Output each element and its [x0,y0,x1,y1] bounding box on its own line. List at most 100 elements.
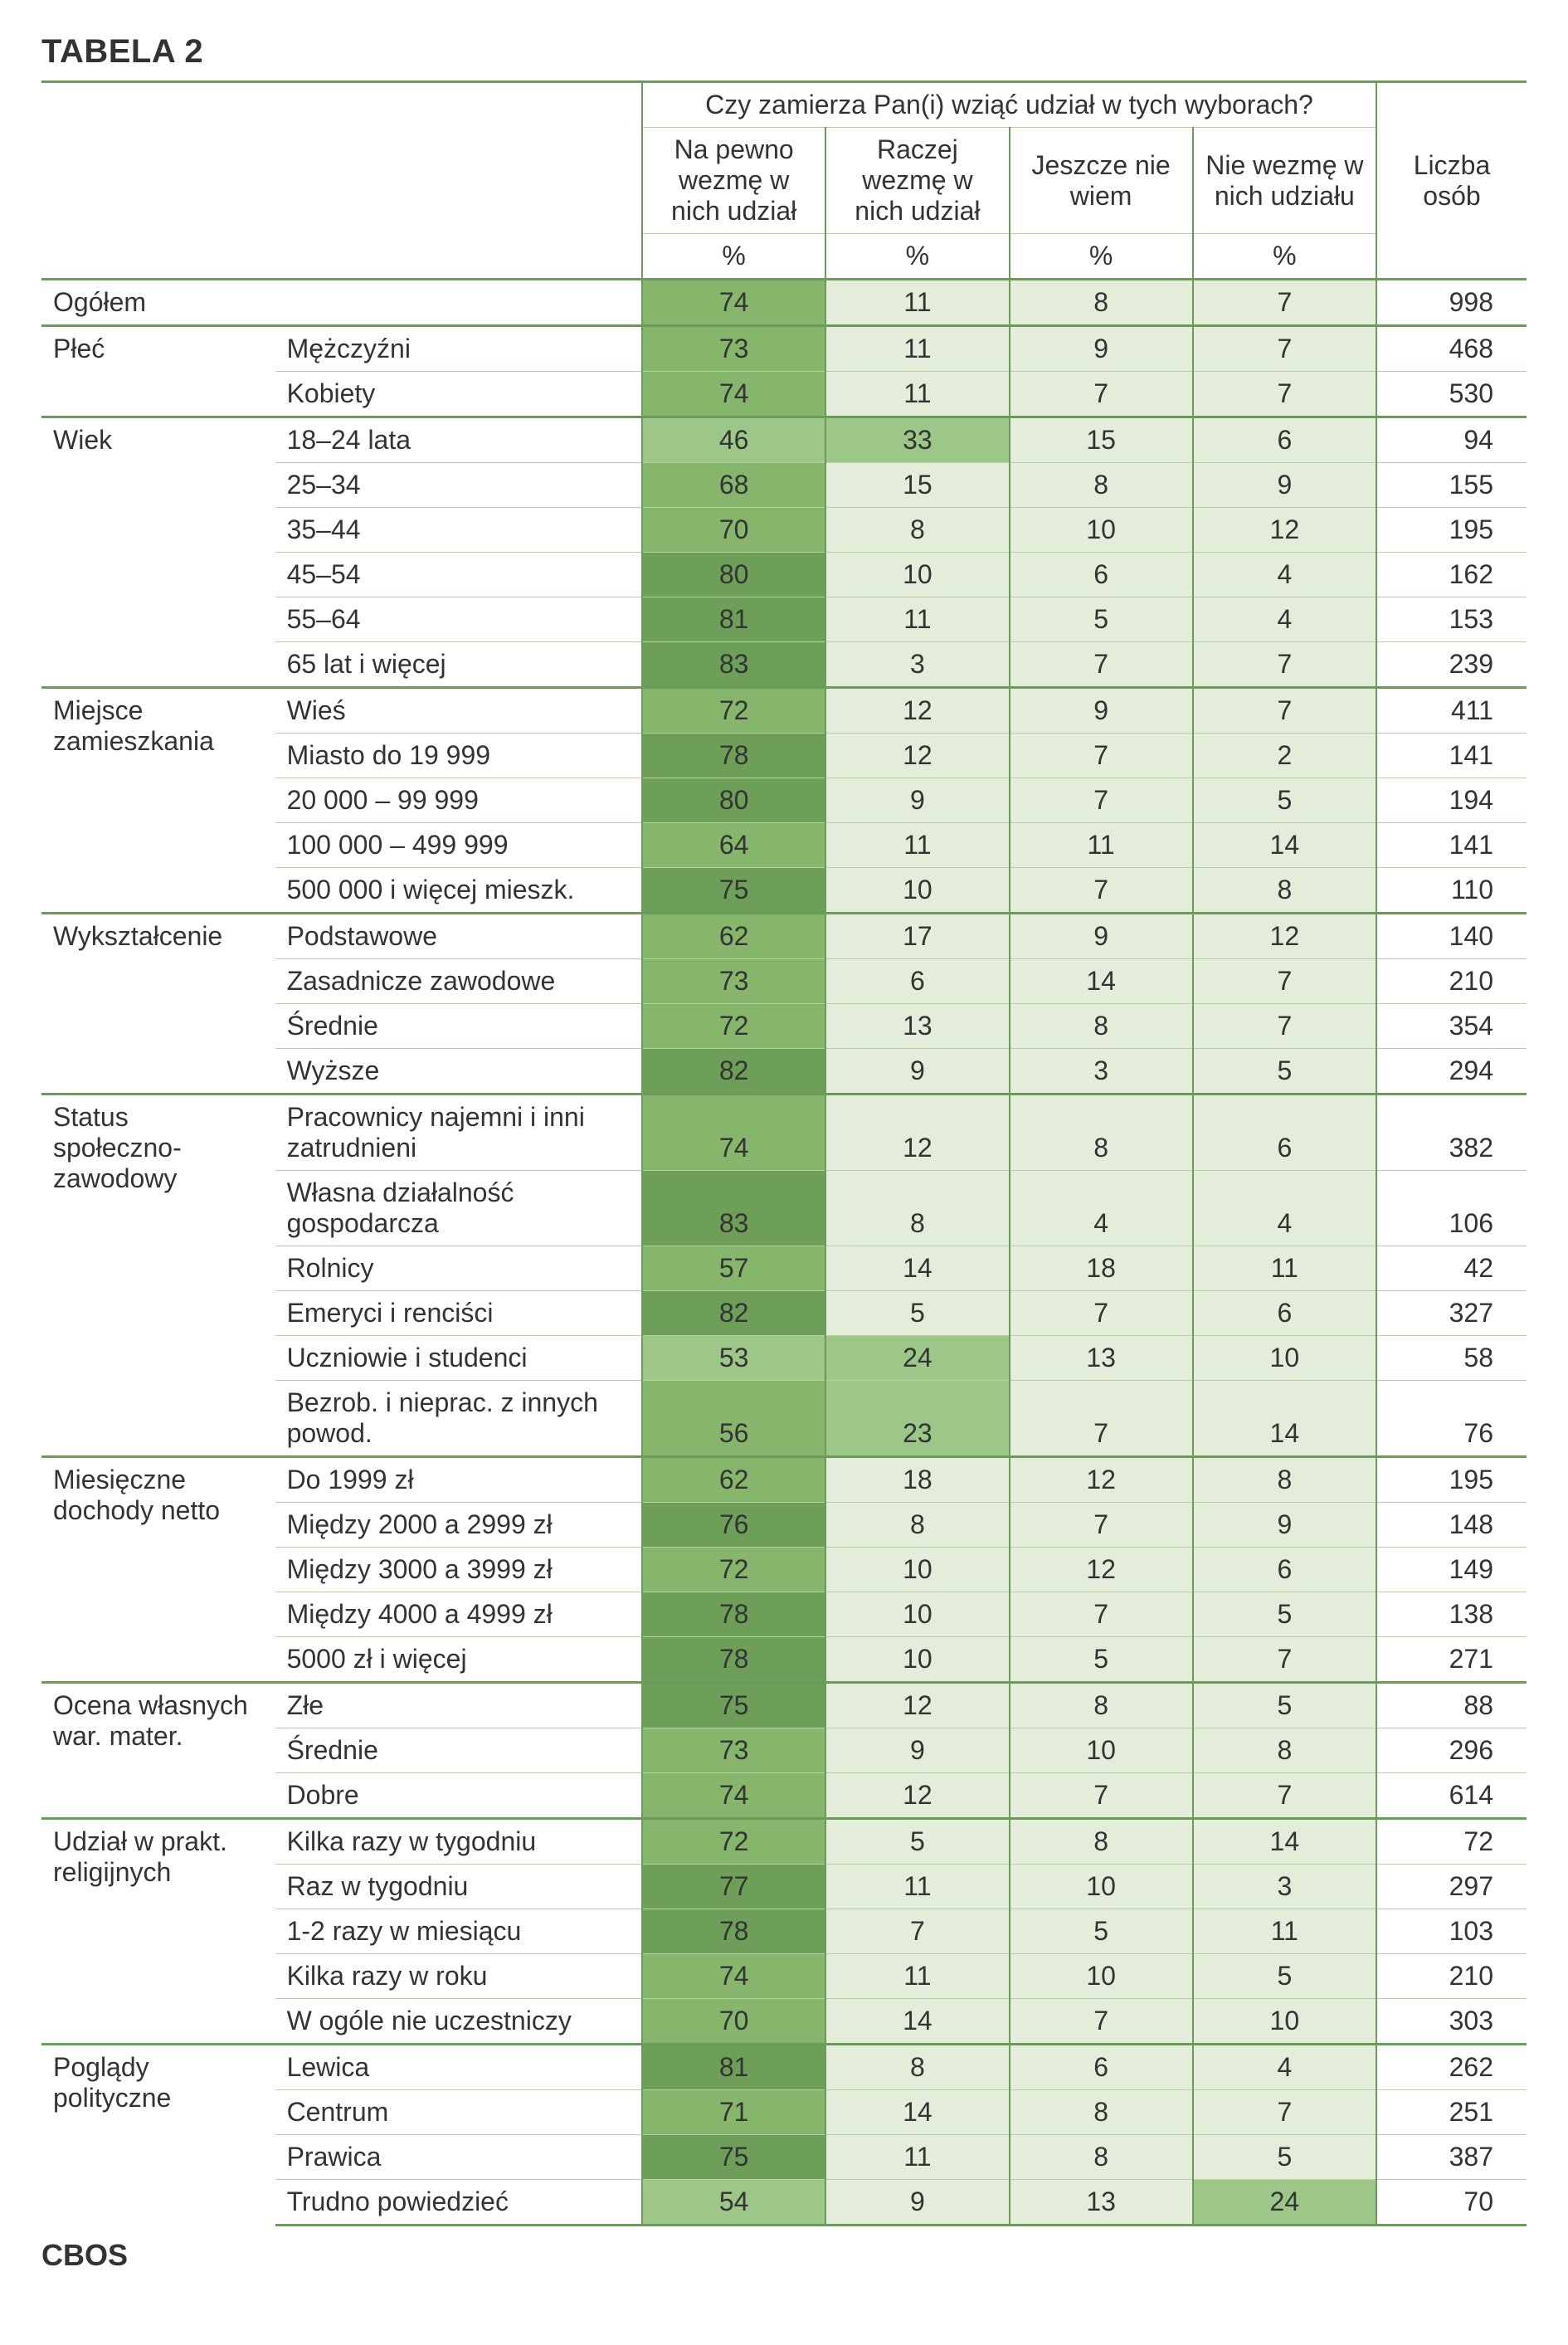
value-cell: 6 [1193,1094,1376,1171]
value-cell: 73 [642,1728,825,1773]
value-cell: 12 [825,1773,1009,1819]
table-body: Ogółem741187998PłećMężczyźni731197468Kob… [41,280,1527,2226]
value-cell: 8 [825,1171,1009,1246]
value-cell: 10 [825,1637,1009,1683]
value-cell: 7 [1193,1004,1376,1049]
value-cell: 72 [642,1004,825,1049]
category-label: Między 3000 a 3999 zł [275,1548,642,1592]
group-label: Ogółem [41,280,642,326]
value-cell: 13 [825,1004,1009,1049]
value-cell: 11 [825,326,1009,372]
value-cell: 10 [825,553,1009,597]
count-cell: 262 [1376,2045,1527,2090]
value-cell: 4 [1193,597,1376,642]
value-cell: 74 [642,1773,825,1819]
value-cell: 10 [1010,1728,1193,1773]
value-cell: 12 [1010,1548,1193,1592]
category-label: Lewica [275,2045,642,2090]
value-cell: 8 [1010,1683,1193,1728]
value-cell: 7 [1010,1503,1193,1548]
table-footer-source: CBOS [41,2238,1527,2273]
value-cell: 5 [1193,2135,1376,2180]
value-cell: 24 [1193,2180,1376,2226]
value-cell: 5 [1193,1954,1376,1999]
header-unit-4: % [1193,234,1376,280]
value-cell: 78 [642,1592,825,1637]
value-cell: 7 [1193,642,1376,688]
count-cell: 382 [1376,1094,1527,1171]
category-label: Dobre [275,1773,642,1819]
category-label: Kilka razy w tygodniu [275,1819,642,1865]
value-cell: 8 [825,1503,1009,1548]
value-cell: 14 [1193,823,1376,868]
value-cell: 9 [1193,463,1376,508]
value-cell: 72 [642,688,825,734]
value-cell: 7 [1193,372,1376,417]
value-cell: 73 [642,959,825,1004]
count-cell: 155 [1376,463,1527,508]
value-cell: 11 [825,372,1009,417]
count-cell: 141 [1376,823,1527,868]
group-label: Udział w prakt. religijnych [41,1819,275,2045]
value-cell: 62 [642,914,825,959]
count-cell: 251 [1376,2090,1527,2135]
value-cell: 7 [1010,372,1193,417]
value-cell: 13 [1010,1336,1193,1381]
value-cell: 7 [1010,1773,1193,1819]
category-label: 45–54 [275,553,642,597]
group-label: Status społeczno-zawodowy [41,1094,275,1457]
value-cell: 8 [1010,2135,1193,2180]
table-row: Udział w prakt. religijnychKilka razy w … [41,1819,1527,1865]
count-cell: 998 [1376,280,1527,326]
value-cell: 78 [642,1637,825,1683]
table-title: TABELA 2 [41,33,1527,71]
count-cell: 354 [1376,1004,1527,1049]
header-unit-3: % [1010,234,1193,280]
value-cell: 17 [825,914,1009,959]
value-cell: 11 [1193,1909,1376,1954]
value-cell: 80 [642,778,825,823]
category-label: Centrum [275,2090,642,2135]
value-cell: 3 [825,642,1009,688]
value-cell: 9 [825,1728,1009,1773]
value-cell: 13 [1010,2180,1193,2226]
value-cell: 4 [1010,1171,1193,1246]
value-cell: 10 [1010,1865,1193,1909]
category-label: Między 4000 a 4999 zł [275,1592,642,1637]
group-label: Ocena własnych war. mater. [41,1683,275,1819]
value-cell: 3 [1193,1865,1376,1909]
value-cell: 56 [642,1381,825,1457]
count-cell: 387 [1376,2135,1527,2180]
value-cell: 8 [1193,1457,1376,1503]
count-cell: 194 [1376,778,1527,823]
value-cell: 75 [642,868,825,914]
value-cell: 18 [825,1457,1009,1503]
value-cell: 64 [642,823,825,868]
value-cell: 8 [825,508,1009,553]
value-cell: 7 [1010,1381,1193,1457]
category-label: Kilka razy w roku [275,1954,642,1999]
count-cell: 140 [1376,914,1527,959]
value-cell: 6 [825,959,1009,1004]
value-cell: 74 [642,1094,825,1171]
group-label: Miejsce zamieszkania [41,688,275,914]
count-cell: 106 [1376,1171,1527,1246]
table-row: Status społeczno-zawodowyPracownicy naje… [41,1094,1527,1171]
category-label: 20 000 – 99 999 [275,778,642,823]
value-cell: 5 [1193,1592,1376,1637]
count-cell: 239 [1376,642,1527,688]
count-cell: 58 [1376,1336,1527,1381]
category-label: Wyższe [275,1049,642,1094]
value-cell: 14 [825,1246,1009,1291]
value-cell: 7 [1010,734,1193,778]
table-row: Ogółem741187998 [41,280,1527,326]
value-cell: 83 [642,1171,825,1246]
value-cell: 10 [1010,508,1193,553]
header-question: Czy zamierza Pan(i) wziąć udział w tych … [642,82,1376,128]
value-cell: 80 [642,553,825,597]
value-cell: 11 [825,823,1009,868]
value-cell: 81 [642,2045,825,2090]
category-label: 35–44 [275,508,642,553]
value-cell: 3 [1010,1049,1193,1094]
value-cell: 10 [825,868,1009,914]
